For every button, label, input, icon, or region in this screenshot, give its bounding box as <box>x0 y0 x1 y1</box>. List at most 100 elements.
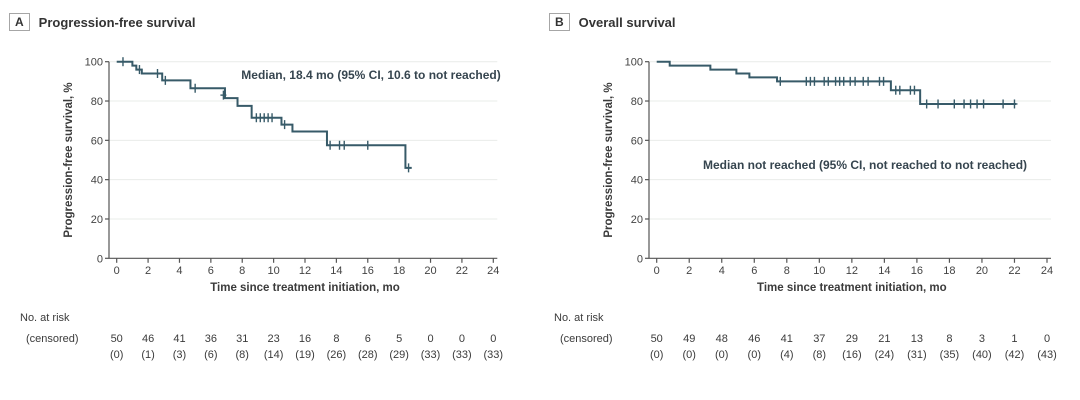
x-axis-title: Time since treatment initiation, mo <box>757 282 947 294</box>
censored-value: (0) <box>715 349 728 361</box>
y-tick-label: 100 <box>625 57 643 69</box>
at-risk-value: 0 <box>427 333 433 345</box>
at-risk-value: 49 <box>683 333 695 345</box>
censored-value: (6) <box>204 349 217 361</box>
x-tick-label: 14 <box>878 265 890 277</box>
at-risk-value: 31 <box>236 333 248 345</box>
x-tick-label: 0 <box>654 265 660 277</box>
y-tick-label: 60 <box>631 135 643 147</box>
panel-a-letter-box: A <box>9 13 30 31</box>
y-tick-label: 60 <box>91 135 103 147</box>
x-tick-label: 24 <box>1041 265 1053 277</box>
at-risk-value: 0 <box>490 333 496 345</box>
at-risk-value: 41 <box>781 333 793 345</box>
censored-value: (14) <box>264 349 284 361</box>
x-tick-label: 8 <box>239 265 245 277</box>
y-tick-label: 40 <box>91 175 103 187</box>
x-tick-label: 20 <box>424 265 436 277</box>
at-risk-value: 29 <box>846 333 858 345</box>
censored-value: (33) <box>452 349 472 361</box>
x-tick-label: 14 <box>330 265 342 277</box>
at-risk-value: 8 <box>333 333 339 345</box>
x-tick-label: 8 <box>784 265 790 277</box>
y-tick-label: 20 <box>91 214 103 226</box>
censored-value: (33) <box>421 349 441 361</box>
at-risk-label: No. at risk <box>20 312 70 324</box>
y-tick-label: 80 <box>91 96 103 108</box>
censor-marks <box>777 76 1018 109</box>
censored-label: (censored) <box>560 333 613 345</box>
y-axis-title: Progression-free survival, % <box>603 82 615 237</box>
censored-value: (0) <box>110 349 123 361</box>
censored-value: (8) <box>236 349 249 361</box>
at-risk-value: 41 <box>173 333 185 345</box>
x-tick-label: 4 <box>176 265 182 277</box>
x-tick-label: 24 <box>487 265 499 277</box>
censored-value: (0) <box>682 349 695 361</box>
panel-b-header: B Overall survival <box>549 13 676 31</box>
median-annotation: Median not reached (95% CI, not reached … <box>703 158 1027 172</box>
at-risk-value: 6 <box>365 333 371 345</box>
censored-value: (28) <box>358 349 378 361</box>
at-risk-value: 13 <box>911 333 923 345</box>
at-risk-value: 37 <box>813 333 825 345</box>
y-tick-label: 40 <box>631 175 643 187</box>
y-tick-label: 0 <box>97 253 103 265</box>
panel-b-title: Overall survival <box>578 14 676 30</box>
km-curve <box>656 60 1017 105</box>
censored-value: (31) <box>907 349 927 361</box>
censored-value: (3) <box>173 349 186 361</box>
at-risk-label: No. at risk <box>554 312 604 324</box>
censored-value: (16) <box>842 349 862 361</box>
x-tick-label: 16 <box>911 265 923 277</box>
at-risk-value: 0 <box>1044 333 1050 345</box>
y-tick-label: 80 <box>631 96 643 108</box>
at-risk-value: 36 <box>205 333 217 345</box>
at-risk-value: 1 <box>1011 333 1017 345</box>
y-axis-title: Progression-free survival, % <box>63 82 75 237</box>
censor-marks <box>119 57 412 173</box>
at-risk-value: 21 <box>878 333 890 345</box>
at-risk-value: 46 <box>748 333 760 345</box>
y-tick-label: 20 <box>631 214 643 226</box>
censored-value: (4) <box>780 349 793 361</box>
x-tick-label: 20 <box>976 265 988 277</box>
panel-b-letter-box: B <box>549 13 570 31</box>
censored-value: (40) <box>972 349 992 361</box>
x-tick-label: 6 <box>208 265 214 277</box>
at-risk-value: 23 <box>267 333 279 345</box>
censored-value: (33) <box>484 349 504 361</box>
censored-value: (1) <box>141 349 154 361</box>
median-annotation: Median, 18.4 mo (95% CI, 10.6 to not rea… <box>241 68 500 82</box>
y-tick-label: 0 <box>637 253 643 265</box>
censored-value: (8) <box>813 349 826 361</box>
x-tick-label: 22 <box>1008 265 1020 277</box>
x-tick-label: 10 <box>813 265 825 277</box>
x-tick-label: 18 <box>393 265 405 277</box>
censored-value: (26) <box>327 349 347 361</box>
panel-a-header: A Progression-free survival <box>9 13 195 31</box>
x-tick-label: 16 <box>362 265 374 277</box>
y-tick-label: 100 <box>85 57 103 69</box>
x-axis-title: Time since treatment initiation, mo <box>210 282 400 294</box>
at-risk-value: 8 <box>946 333 952 345</box>
at-risk-value: 16 <box>299 333 311 345</box>
at-risk-value: 46 <box>142 333 154 345</box>
at-risk-value: 5 <box>396 333 402 345</box>
at-risk-value: 50 <box>651 333 663 345</box>
x-tick-label: 18 <box>943 265 955 277</box>
x-tick-label: 12 <box>846 265 858 277</box>
censored-value: (43) <box>1037 349 1057 361</box>
x-tick-label: 6 <box>751 265 757 277</box>
x-tick-label: 22 <box>456 265 468 277</box>
censored-value: (42) <box>1005 349 1025 361</box>
panel-overall-survival: B Overall survival 0 20 40 60 80 100 0 2 4 6 8 10 12… <box>540 0 1080 400</box>
at-risk-value: 50 <box>111 333 123 345</box>
censored-value: (0) <box>650 349 663 361</box>
at-risk-value: 48 <box>716 333 728 345</box>
x-tick-label: 12 <box>299 265 311 277</box>
censored-value: (0) <box>748 349 761 361</box>
